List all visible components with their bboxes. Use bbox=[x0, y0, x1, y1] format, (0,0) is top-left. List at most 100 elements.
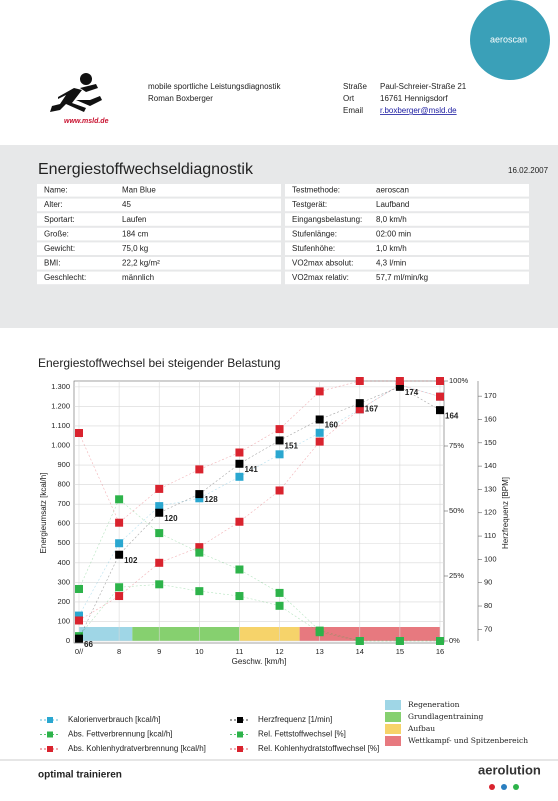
x-tick-label: 16 bbox=[436, 647, 444, 656]
y3-tick-label: 160 bbox=[484, 414, 497, 423]
data-point bbox=[195, 548, 204, 557]
data-label: 167 bbox=[365, 404, 379, 413]
table-row bbox=[285, 213, 529, 226]
data-point bbox=[115, 495, 124, 504]
table-label: Gewicht: bbox=[44, 244, 75, 253]
data-point bbox=[275, 425, 284, 434]
data-point bbox=[436, 406, 444, 415]
x-tick-label: 14 bbox=[356, 647, 364, 656]
table-value: 75,0 kg bbox=[122, 244, 148, 253]
chart-title: Energiestoffwechsel bei steigender Belas… bbox=[38, 356, 281, 370]
y-tick-label: 100 bbox=[57, 616, 70, 625]
data-point bbox=[355, 405, 364, 414]
x-tick-label: 10 bbox=[195, 647, 203, 656]
y-tick-label: 1.100 bbox=[51, 421, 70, 430]
data-point bbox=[395, 377, 404, 385]
data-point bbox=[155, 502, 164, 511]
legend-marker bbox=[47, 746, 53, 752]
table-value: 57,7 ml/min/kg bbox=[376, 273, 428, 282]
contact-label: Straße bbox=[343, 82, 368, 91]
y3-tick-label: 110 bbox=[484, 531, 496, 540]
badge bbox=[470, 0, 550, 80]
data-label: 160 bbox=[325, 421, 339, 430]
data-point bbox=[436, 377, 444, 385]
y3-tick-label: 70 bbox=[484, 624, 492, 633]
legend-label: Aufbau bbox=[407, 724, 435, 733]
runner-logo bbox=[50, 73, 102, 112]
data-point bbox=[195, 543, 204, 552]
data-point bbox=[315, 437, 324, 446]
table-label: VO2max absolut: bbox=[292, 259, 353, 268]
x-tick-label: 11 bbox=[236, 647, 244, 656]
y3-tick-label: 100 bbox=[484, 554, 497, 563]
table-value: 4,3 l/min bbox=[376, 259, 406, 268]
brand: aerolution bbox=[478, 762, 541, 777]
table-label: Testgerät: bbox=[292, 200, 327, 209]
data-point bbox=[195, 465, 204, 474]
data-point bbox=[315, 428, 324, 437]
table-value: 1,0 km/h bbox=[376, 244, 407, 253]
data-point bbox=[395, 382, 404, 391]
brand-dots bbox=[489, 784, 519, 790]
legend-label: Rel. Fettstoffwechsel [%] bbox=[258, 730, 346, 739]
table-value: Man Blue bbox=[122, 186, 156, 195]
data-point bbox=[195, 587, 204, 596]
y-tick-label: 500 bbox=[57, 538, 70, 547]
data-point bbox=[275, 450, 284, 459]
legend-label: Regeneration bbox=[408, 700, 460, 709]
legend-swatch bbox=[385, 724, 401, 734]
table-value: 45 bbox=[122, 200, 131, 209]
legend-swatch bbox=[385, 700, 401, 710]
report-date: 16.02.2007 bbox=[508, 166, 549, 175]
data-point bbox=[115, 518, 124, 527]
y3-tick-label: 120 bbox=[484, 508, 497, 517]
data-point bbox=[115, 592, 124, 601]
legend-swatch bbox=[385, 736, 401, 746]
zone-band bbox=[132, 627, 240, 641]
data-point bbox=[75, 611, 83, 620]
data-point bbox=[275, 601, 284, 610]
table-row bbox=[285, 227, 529, 241]
data-point bbox=[235, 592, 244, 601]
table-label: Alter: bbox=[44, 200, 63, 209]
contact-value: 16761 Hennigsdorf bbox=[380, 94, 448, 103]
series-line bbox=[78, 384, 441, 616]
data-label: 164 bbox=[445, 411, 459, 420]
legend-swatch bbox=[385, 712, 401, 722]
y3-tick-label: 80 bbox=[484, 601, 492, 610]
y-tick-label: 300 bbox=[57, 577, 70, 586]
table-value: 02:00 min bbox=[376, 229, 411, 238]
y-tick-label: 400 bbox=[57, 558, 70, 567]
y2-tick-label: 25% bbox=[449, 571, 464, 580]
data-point bbox=[315, 387, 324, 396]
email-link[interactable]: r.boxberger@msld.de bbox=[380, 106, 457, 115]
data-point bbox=[436, 637, 444, 645]
data-point bbox=[195, 494, 204, 503]
legend-marker bbox=[237, 731, 243, 738]
legend-label: Herzfrequenz [1/min] bbox=[258, 715, 332, 724]
data-label: 141 bbox=[244, 465, 258, 474]
y-tick-label: 1.200 bbox=[51, 401, 70, 410]
table-row bbox=[285, 184, 529, 197]
y-tick-label: 1.300 bbox=[51, 382, 70, 391]
data-point bbox=[275, 436, 284, 445]
y-tick-label: 1.000 bbox=[51, 440, 70, 449]
y3-tick-label: 90 bbox=[484, 578, 492, 587]
y-tick-label: 200 bbox=[57, 597, 70, 606]
x-tick-label: 15 bbox=[396, 647, 404, 656]
table-row bbox=[285, 271, 529, 285]
data-label: 128 bbox=[204, 495, 218, 504]
x-tick-label: 13 bbox=[315, 647, 323, 656]
data-point bbox=[195, 490, 204, 499]
data-point bbox=[355, 637, 364, 645]
series-line bbox=[78, 386, 441, 639]
table-label: Stufenhöhe: bbox=[292, 244, 335, 253]
data-point bbox=[275, 588, 284, 597]
table-label: Geschlecht: bbox=[44, 273, 86, 282]
y-tick-label: 600 bbox=[57, 519, 70, 528]
contact-value: Paul-Schreier-Straße 21 bbox=[380, 82, 467, 91]
x-tick-label: 12 bbox=[275, 647, 283, 656]
data-label: 66 bbox=[84, 640, 93, 649]
data-point bbox=[155, 529, 164, 538]
